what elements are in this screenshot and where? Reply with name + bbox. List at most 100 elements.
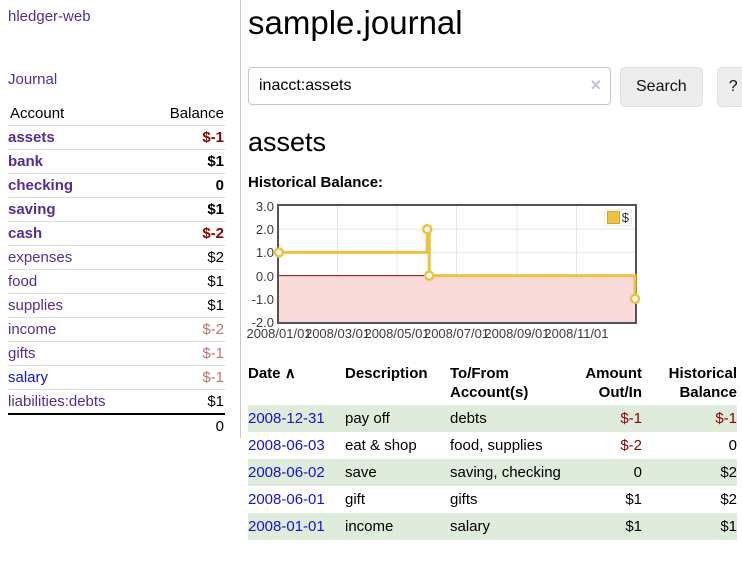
account-link-cash[interactable]: cash <box>8 225 43 242</box>
transaction-date-link[interactable]: 2008-06-01 <box>248 491 325 508</box>
transaction-date-link[interactable]: 2008-06-02 <box>248 464 325 481</box>
account-link-liabilities-debts[interactable]: liabilities:debts <box>8 393 106 410</box>
accounts-total-value: 0 <box>146 413 225 438</box>
account-balance: $-2 <box>146 317 225 342</box>
transaction-balance: $1 <box>720 518 737 535</box>
account-link-gifts[interactable]: gifts <box>8 345 36 362</box>
transaction-description: income <box>345 518 394 535</box>
help-button[interactable]: ? <box>716 67 742 107</box>
search-form: × Search ? <box>248 67 742 107</box>
account-column-header: Account <box>8 102 147 126</box>
app-title-link[interactable]: hledger-web <box>8 8 91 25</box>
x-tick-label: 2008/11/01 <box>544 326 609 341</box>
account-row: saving $1 <box>8 197 225 222</box>
x-tick-label: 2008/07/01 <box>423 326 490 341</box>
x-tick-label: 2008/05/01 <box>364 326 430 341</box>
transaction-amount: $1 <box>625 491 642 508</box>
account-row: liabilities:debts $1 <box>8 389 225 415</box>
account-link-salary[interactable]: salary <box>8 369 49 386</box>
account-row: gifts $-1 <box>8 341 225 366</box>
transaction-balance: $2 <box>720 464 737 481</box>
transaction-row: 2008-06-03 eat & shop food, supplies $-2… <box>248 432 737 459</box>
transaction-balance: 0 <box>728 437 737 454</box>
transaction-accounts: food, supplies <box>450 437 543 454</box>
transaction-row: 2008-06-01 gift gifts $1 $2 <box>248 486 737 513</box>
x-axis-labels: 2008/01/01 2008/03/01 2008/05/01 2008/07… <box>246 326 635 342</box>
account-row: food $1 <box>8 269 225 294</box>
account-balance: $1 <box>146 269 225 294</box>
search-input[interactable] <box>248 67 611 105</box>
y-tick-label: 2.0 <box>255 222 274 238</box>
y-tick-label: 3.0 <box>255 199 274 214</box>
transaction-date-link[interactable]: 2008-06-03 <box>248 437 325 454</box>
transaction-amount: $-1 <box>620 410 642 427</box>
balance-column-header: Balance <box>146 102 225 126</box>
transaction-balance: $-1 <box>715 410 737 427</box>
transaction-description: gift <box>345 491 366 508</box>
balance-chart: 3.0 2.0 1.0 0.0 -1.0 -2.0 $ 2008/01/01 2… <box>246 199 738 343</box>
accounts-total-row: 0 <box>8 413 225 438</box>
account-balance: $2 <box>146 245 225 270</box>
y-tick-label: 1.0 <box>255 245 274 261</box>
account-link-supplies[interactable]: supplies <box>8 297 64 314</box>
search-button[interactable]: Search <box>620 67 703 107</box>
account-link-expenses[interactable]: expenses <box>8 249 73 266</box>
x-tick-label: 2008/01/01 <box>246 326 312 341</box>
clear-search-icon[interactable]: × <box>590 75 601 95</box>
account-link-assets[interactable]: assets <box>8 129 55 146</box>
account-balance: $1 <box>146 293 225 318</box>
transaction-description: pay off <box>345 410 390 427</box>
account-balance: $-1 <box>146 365 225 390</box>
account-balance: $-1 <box>146 341 225 366</box>
transaction-date-link[interactable]: 2008-12-31 <box>248 410 325 427</box>
main-content: sample.journal × Search ? assets Histori… <box>246 0 742 540</box>
transaction-amount: $-2 <box>620 437 642 454</box>
account-heading: assets <box>248 127 327 157</box>
account-row: supplies $1 <box>8 293 225 318</box>
amount-column-header: Amount Out/In <box>585 365 642 401</box>
account-row: income $-2 <box>8 317 225 342</box>
legend-label: $ <box>621 210 629 225</box>
account-row: cash $-2 <box>8 221 225 246</box>
transaction-amount: 0 <box>633 464 642 481</box>
transaction-accounts: saving, checking <box>450 464 561 481</box>
account-row: expenses $2 <box>8 245 225 270</box>
transaction-row: 2008-01-01 income salary $1 $1 <box>248 513 737 540</box>
account-row: assets $-1 <box>8 125 225 150</box>
y-tick-label: -2.0 <box>251 315 274 330</box>
legend-swatch-icon <box>606 211 620 224</box>
register-table: Date ∧ Description To/From Account(s) Am… <box>248 362 737 540</box>
transaction-date-link[interactable]: 2008-01-01 <box>248 518 325 535</box>
transaction-row: 2008-06-02 save saving, checking 0 $2 <box>248 459 737 486</box>
transaction-balance: $2 <box>720 491 737 508</box>
transaction-description: save <box>345 464 377 481</box>
accounts-table: Account Balance assets $-1 bank $1 check… <box>8 102 225 438</box>
description-column-header: Description <box>345 365 428 382</box>
y-tick-label: 0.0 <box>255 268 274 284</box>
search-box: × <box>248 67 611 105</box>
sidebar-item-journal[interactable]: Journal <box>8 71 58 88</box>
account-link-bank[interactable]: bank <box>8 153 44 170</box>
chart-legend: $ <box>603 209 632 226</box>
account-row: checking 0 <box>8 173 225 198</box>
accounts-column-header: To/From Account(s) <box>450 365 529 401</box>
account-balance: $1 <box>146 197 225 222</box>
transaction-amount: $1 <box>625 518 642 535</box>
account-link-checking[interactable]: checking <box>8 177 74 194</box>
transaction-description: eat & shop <box>345 437 417 454</box>
account-row: salary $-1 <box>8 365 225 390</box>
y-tick-label: -1.0 <box>251 291 274 307</box>
chart-title: Historical Balance: <box>248 174 384 191</box>
account-balance: $-2 <box>146 221 225 246</box>
date-column-header[interactable]: Date ∧ <box>248 365 296 382</box>
sidebar: hledger-web Journal Account Balance asse… <box>0 0 241 438</box>
account-link-income[interactable]: income <box>8 321 57 338</box>
account-balance: $1 <box>146 149 225 174</box>
accounts-header-row: Account Balance <box>8 102 225 126</box>
account-link-food[interactable]: food <box>8 273 38 290</box>
sort-ascending-icon: ∧ <box>284 365 296 382</box>
balance-chart-plot: $ <box>273 204 641 324</box>
account-balance: $1 <box>146 389 225 415</box>
x-tick-label: 2008/09/01 <box>484 326 550 341</box>
account-link-saving[interactable]: saving <box>8 201 56 218</box>
